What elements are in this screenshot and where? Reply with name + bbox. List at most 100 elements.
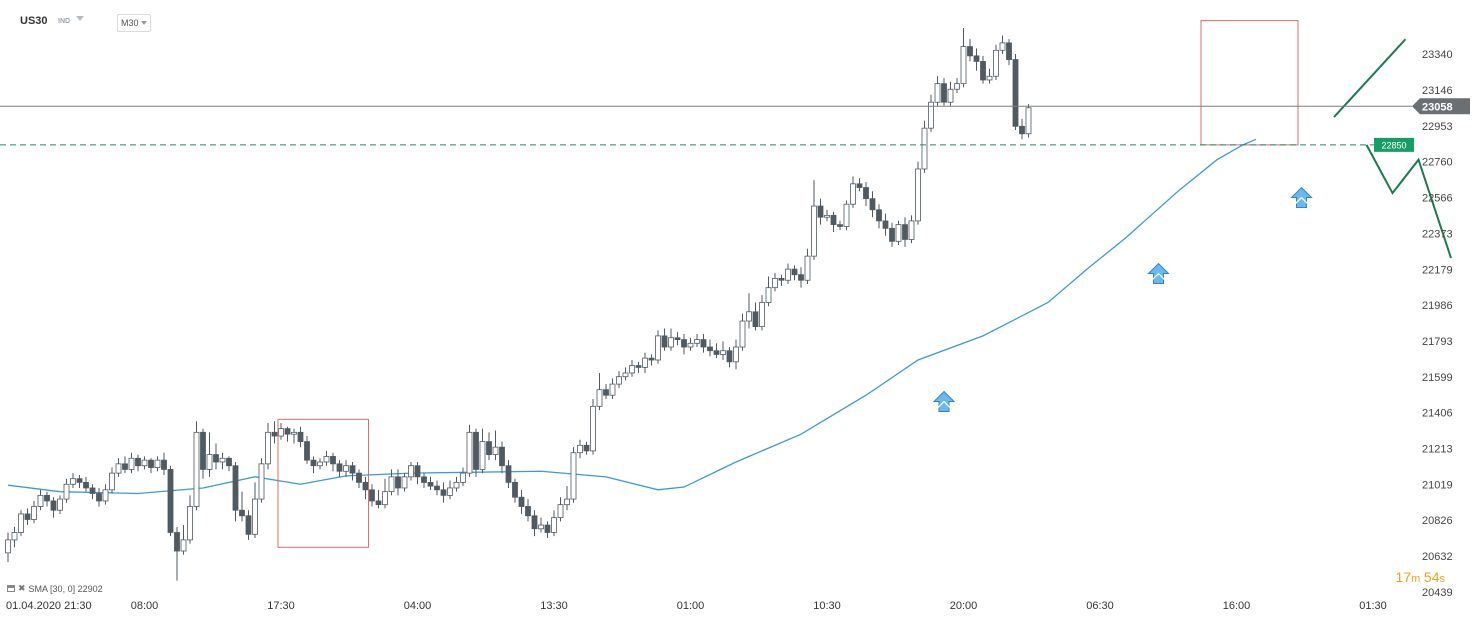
highlight-box[interactable] bbox=[277, 418, 369, 548]
candle-body-down bbox=[713, 350, 720, 355]
candle-body-down bbox=[239, 509, 245, 517]
candle-body-up bbox=[570, 452, 577, 500]
candle-body-up bbox=[986, 75, 993, 81]
candle bbox=[245, 510, 252, 540]
arrow-up-icon[interactable] bbox=[1290, 186, 1313, 209]
candle-body-down bbox=[375, 500, 382, 506]
candle-body-up bbox=[921, 127, 928, 170]
candle bbox=[739, 313, 746, 351]
candle bbox=[453, 476, 460, 492]
candle bbox=[973, 48, 980, 71]
candle bbox=[876, 204, 882, 229]
candle bbox=[681, 334, 687, 355]
symbol-caret-down-icon[interactable] bbox=[76, 16, 84, 21]
arrow-up-chevron bbox=[936, 400, 952, 409]
candle-body-up bbox=[609, 383, 616, 396]
candle-body-up bbox=[323, 456, 330, 463]
arrow-up-icon[interactable] bbox=[1147, 262, 1170, 285]
candle bbox=[551, 510, 557, 537]
candle bbox=[180, 525, 187, 555]
candle-body-down bbox=[148, 459, 154, 468]
timeframe-button[interactable]: M30 bbox=[117, 14, 151, 32]
candle-body-down bbox=[583, 444, 590, 452]
candle bbox=[512, 478, 518, 503]
candle bbox=[960, 28, 967, 88]
candle-body-up bbox=[37, 494, 44, 507]
candle-body-down bbox=[161, 459, 167, 470]
candle bbox=[427, 476, 434, 490]
sma-legend: ✖ SMA [30, 0] 22902 bbox=[7, 583, 103, 594]
candle-body-down bbox=[362, 481, 369, 491]
candle-body-down bbox=[707, 346, 713, 352]
candle-body-down bbox=[661, 335, 668, 348]
candle-body-up bbox=[629, 365, 635, 374]
candle-body-up bbox=[616, 376, 622, 385]
candle-layer bbox=[5, 28, 1032, 581]
y-axis: 23340 23146 22953 22760 22566 22373 22179 21986… bbox=[1422, 49, 1453, 599]
candle bbox=[882, 213, 889, 236]
candle-body-down bbox=[83, 481, 89, 489]
sma-line bbox=[7, 138, 1257, 495]
indicator-close-icon[interactable]: ✖ bbox=[18, 583, 26, 593]
y-tick-label: 20439 bbox=[1422, 587, 1453, 599]
candle-body-down bbox=[1006, 42, 1012, 60]
candle-body-up bbox=[109, 472, 115, 491]
candle bbox=[993, 44, 999, 80]
candle bbox=[109, 467, 115, 494]
arrow-up-icon[interactable] bbox=[932, 390, 956, 413]
candle bbox=[265, 423, 271, 470]
x-axis: 01.04.2020 21:30 08:00 17:30 04:00 13:30 01:0… bbox=[6, 600, 1387, 612]
candle-body-down bbox=[505, 465, 512, 483]
symbol-label[interactable]: US30 bbox=[20, 15, 48, 27]
candle-body-down bbox=[76, 478, 83, 483]
candle bbox=[928, 94, 934, 132]
candle-body-down bbox=[395, 476, 401, 489]
candle-body-down bbox=[486, 441, 492, 455]
candle-body-down bbox=[167, 469, 174, 533]
candle-body-up bbox=[720, 350, 726, 355]
projection-down-line[interactable] bbox=[1365, 144, 1452, 259]
candle-body-up bbox=[1025, 107, 1032, 135]
candle bbox=[785, 263, 791, 284]
candle-body-up bbox=[850, 183, 856, 205]
candle-body-up bbox=[928, 101, 934, 129]
candle-body-down bbox=[525, 506, 531, 517]
y-tick-label: 21986 bbox=[1422, 300, 1453, 312]
x-tick-label: 06:30 bbox=[1086, 600, 1114, 612]
candle bbox=[44, 491, 50, 507]
candle-body-up bbox=[577, 444, 583, 454]
candle-body-up bbox=[564, 498, 570, 506]
candle bbox=[141, 456, 148, 470]
candle bbox=[908, 215, 915, 244]
candle-body-up bbox=[954, 83, 960, 90]
candle bbox=[466, 424, 473, 477]
candle-body-up bbox=[466, 431, 473, 474]
y-tick-label: 22760 bbox=[1422, 157, 1453, 169]
level-layer: 23058 22850 bbox=[0, 98, 1470, 152]
candle bbox=[1012, 54, 1019, 131]
candle bbox=[310, 456, 317, 474]
x-tick-label: 17:30 bbox=[267, 600, 295, 612]
y-tick-label: 22566 bbox=[1422, 193, 1453, 205]
x-tick-label: 04:00 bbox=[404, 600, 432, 612]
candle-body-up bbox=[843, 203, 850, 227]
candle bbox=[258, 458, 265, 503]
x-tick-label: 13:30 bbox=[540, 600, 568, 612]
candle bbox=[193, 421, 200, 511]
candle bbox=[382, 478, 388, 509]
candle-body-up bbox=[453, 481, 460, 489]
projection-up-line[interactable] bbox=[1333, 38, 1407, 118]
candle-body-down bbox=[271, 431, 278, 437]
indicator-settings-icon[interactable] bbox=[7, 585, 15, 592]
highlight-box[interactable] bbox=[1200, 20, 1299, 146]
candle-body-up bbox=[622, 372, 629, 378]
candle bbox=[343, 460, 349, 477]
candle bbox=[11, 526, 18, 548]
candle bbox=[115, 458, 122, 477]
candle-body-down bbox=[876, 209, 882, 222]
candle bbox=[895, 220, 902, 246]
candle bbox=[856, 178, 863, 192]
candle bbox=[499, 441, 505, 474]
candle bbox=[31, 500, 37, 524]
